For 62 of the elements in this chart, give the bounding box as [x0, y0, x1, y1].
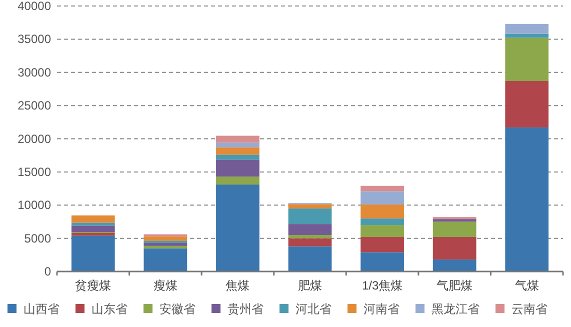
y-tick-label: 20000 [18, 132, 52, 146]
y-tick-label: 0 [44, 264, 52, 278]
bar [288, 238, 332, 246]
bar [144, 248, 188, 272]
bar [144, 242, 188, 246]
y-tick-label: 25000 [18, 98, 52, 113]
bar [360, 225, 404, 237]
x-tick-label: 瘦煤 [153, 278, 178, 292]
bar [216, 136, 260, 143]
bar [505, 24, 549, 34]
y-tick-label: 10000 [18, 198, 52, 212]
bar [288, 234, 332, 238]
bar [71, 226, 115, 232]
x-tick-label: 贫瘦煤 [75, 278, 112, 292]
legend-label: 安徽省 [160, 302, 196, 316]
bar [505, 38, 549, 82]
legend-label: 河南省 [364, 302, 400, 316]
bar [216, 154, 260, 160]
y-tick-label: 30000 [18, 65, 52, 80]
bar [144, 236, 188, 241]
y-tick-label: 35000 [18, 32, 52, 46]
y-tick-label: 40000 [18, 0, 52, 13]
y-tick-label: 15000 [18, 164, 52, 179]
bar [432, 219, 476, 222]
legend-label: 河北省 [296, 302, 332, 316]
bar [432, 222, 476, 237]
bar [432, 236, 476, 260]
bar [216, 142, 260, 148]
bar [360, 191, 404, 204]
bar [71, 233, 115, 236]
bar [71, 215, 115, 223]
bar [71, 222, 115, 226]
x-tick-label: 肥煤 [298, 278, 322, 292]
x-tick-label: 1/3焦煤 [362, 278, 403, 292]
bar [216, 160, 260, 177]
x-tick-label: 气煤 [514, 278, 539, 292]
y-tick-label: 5000 [24, 231, 52, 246]
bar [216, 184, 260, 272]
bar [505, 81, 549, 128]
bar [360, 218, 404, 226]
bar [360, 236, 404, 252]
legend-label: 山东省 [92, 302, 128, 316]
x-tick-label: 焦煤 [226, 278, 250, 292]
legend-label: 贵州省 [228, 302, 264, 316]
legend-label: 黑龙江省 [432, 302, 480, 316]
bar [360, 186, 404, 192]
bar [216, 147, 260, 155]
legend-label: 云南省 [512, 302, 548, 316]
bar [144, 246, 188, 248]
bar [71, 236, 115, 272]
x-tick-label: 气肥煤 [436, 278, 473, 292]
bar [288, 204, 332, 208]
bar [216, 176, 260, 185]
bar [360, 204, 404, 218]
bar [288, 224, 332, 235]
legend-label: 山西省 [24, 302, 60, 316]
bar [505, 127, 549, 272]
bar [360, 252, 404, 272]
bar [432, 260, 476, 272]
bar [288, 246, 332, 272]
bar [505, 34, 549, 38]
bar [288, 208, 332, 224]
